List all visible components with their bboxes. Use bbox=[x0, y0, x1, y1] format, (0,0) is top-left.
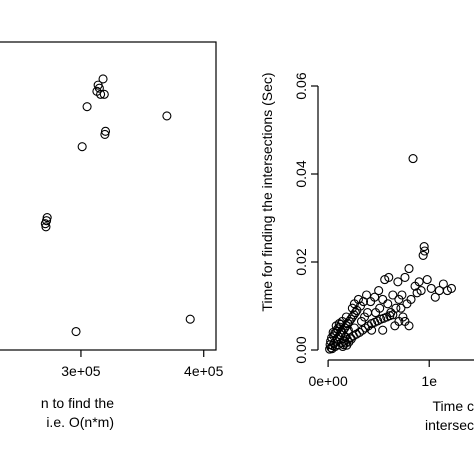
right-scatter-point bbox=[374, 286, 384, 296]
left-x-tick-label: 3e+05 bbox=[61, 363, 101, 379]
right-scatter-point bbox=[360, 323, 371, 333]
right-scatter-point bbox=[404, 321, 414, 331]
left-scatter-point bbox=[96, 89, 106, 99]
right-scatter-point bbox=[438, 279, 448, 289]
right-scatter-point bbox=[426, 283, 436, 293]
right-scatter-point bbox=[418, 250, 428, 260]
right-scatter-point bbox=[422, 275, 432, 285]
right-scatter-point bbox=[416, 286, 426, 296]
right-scatter-point bbox=[343, 325, 353, 335]
right-scatter-point bbox=[397, 290, 407, 300]
left-scatter-point bbox=[100, 126, 111, 136]
left-scatter-point bbox=[41, 222, 51, 232]
right-scatter-point bbox=[349, 299, 359, 309]
right-scatter-point bbox=[398, 312, 408, 322]
right-y-axis-title: Time for finding the intersections (Sec) bbox=[259, 72, 275, 311]
right-scatter-point bbox=[361, 290, 372, 300]
right-scatter-point bbox=[370, 292, 380, 302]
right-scatter-point bbox=[334, 319, 344, 329]
right-x-tick-label: 1e bbox=[421, 373, 437, 389]
left-scatter-point bbox=[42, 213, 52, 223]
right-scatter-point bbox=[406, 294, 416, 304]
left-scatter-point bbox=[185, 314, 195, 324]
right-y-tick-label: 0.02 bbox=[293, 248, 309, 275]
right-scatter-panel: 0e+00 1e 0.00 0.02 0.04 0.06 Time for finding … bbox=[259, 72, 474, 433]
right-y-tick-label: 0.04 bbox=[293, 160, 309, 187]
left-scatter-point bbox=[98, 74, 108, 84]
right-scatter-point bbox=[326, 336, 336, 346]
left-x-axis-title-line: n to find the bbox=[41, 395, 114, 411]
right-scatter-point bbox=[400, 272, 410, 282]
right-y-tick-label: 0.06 bbox=[293, 72, 309, 99]
left-scatter-point bbox=[82, 102, 92, 112]
left-scatter-point bbox=[162, 111, 172, 121]
left-scatter-point bbox=[100, 129, 110, 139]
right-scatter-point bbox=[391, 303, 401, 313]
right-scatter-point bbox=[430, 292, 440, 302]
right-x-tick-label: 0e+00 bbox=[308, 373, 348, 389]
right-scatter-point bbox=[404, 264, 414, 274]
right-scatter-point bbox=[396, 303, 406, 313]
right-scatter-point bbox=[388, 290, 398, 300]
right-scatter-point bbox=[393, 277, 403, 287]
right-scatter-point bbox=[383, 299, 393, 309]
left-scatter-point bbox=[94, 83, 104, 93]
right-scatter-point bbox=[378, 325, 388, 335]
right-scatter-point bbox=[375, 303, 385, 313]
right-scatter-point bbox=[367, 325, 377, 335]
right-scatter-point bbox=[362, 308, 373, 318]
right-scatter-point bbox=[325, 340, 335, 350]
right-scatter-point bbox=[339, 340, 349, 350]
left-x-axis-title-line: i.e. O(n*m) bbox=[46, 414, 114, 430]
right-scatter-point bbox=[336, 319, 346, 330]
right-scatter-point bbox=[357, 325, 368, 335]
left-scatter-point bbox=[71, 326, 81, 337]
left-scatter-point bbox=[99, 89, 109, 99]
right-scatter-point bbox=[344, 337, 354, 347]
right-y-tick-label: 0.00 bbox=[293, 336, 309, 363]
right-scatter-point bbox=[349, 323, 359, 333]
right-x-axis-title-line: Time c bbox=[433, 398, 474, 414]
right-scatter-point bbox=[446, 283, 457, 293]
right-scatter-point bbox=[410, 281, 420, 291]
left-scatter-point bbox=[42, 216, 52, 226]
right-scatter-point bbox=[408, 154, 418, 164]
right-scatter-point bbox=[419, 242, 429, 252]
right-scatter-point bbox=[347, 303, 357, 313]
left-x-tick-label: 4e+05 bbox=[184, 363, 224, 379]
left-scatter-panel: 3e+05 4e+05 n to find the i.e. O(n*m) bbox=[0, 41, 224, 430]
right-scatter-point bbox=[378, 294, 388, 304]
left-scatter-point bbox=[77, 142, 87, 152]
right-x-axis-title-line: intersec bbox=[425, 417, 474, 433]
right-scatter-point bbox=[384, 272, 394, 282]
left-plot-frame bbox=[0, 41, 217, 351]
right-scatter-point bbox=[420, 246, 430, 256]
